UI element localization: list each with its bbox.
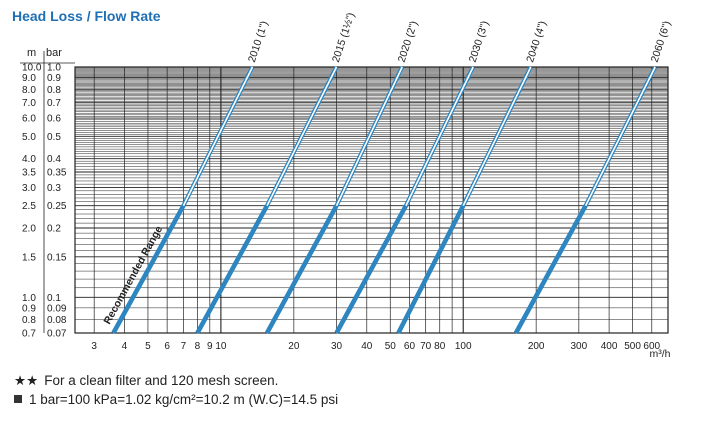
x-tick-labels: 3 4 5 6 7 8 9 10 20 30 40 50 60 70 80 100 200 300 400 500 60… — [91, 341, 660, 352]
x-tick-label: 20 — [288, 341, 300, 352]
y-tick-label-bar: 0.8 — [47, 85, 61, 96]
series-recommended-segment — [111, 204, 186, 335]
x-tick-label: 400 — [601, 341, 618, 352]
x-tick-label: 10 — [215, 341, 227, 352]
series-recommended-segment — [513, 204, 588, 335]
x-tick-label: 60 — [404, 341, 416, 352]
series-recommended-segment — [334, 204, 408, 335]
y-tick-label-bar: 0.07 — [47, 329, 67, 340]
y-tick-label-bar: 1.0 — [47, 63, 61, 74]
series-label: 2010 (1") — [246, 19, 271, 63]
y-tick-label-m: 0.7 — [22, 329, 36, 340]
y-axis-label-m: m — [27, 47, 36, 59]
y-tick-label-bar: 0.6 — [47, 114, 61, 125]
page-title: Head Loss / Flow Rate — [12, 8, 161, 24]
note-unit-conversion-text: 1 bar=100 kPa=1.02 kg/cm²=10.2 m (W.C)=1… — [29, 392, 339, 407]
y-tick-labels: 10.0 1.0 9.0 0.9 8.0 0.8 7.0 0.7 6.0 0.6 5.0 0.5 4.0… — [22, 63, 67, 340]
x-tick-label: 8 — [195, 341, 201, 352]
x-tick-label: 50 — [385, 341, 397, 352]
note-unit-conversion: 1 bar=100 kPa=1.02 kg/cm²=10.2 m (W.C)=1… — [14, 390, 338, 409]
series-label: 2015 (1½") — [330, 11, 357, 64]
head-loss-chart: m bar m³/h 10.0 1.0 9.0 0.9 8.0 0.8 7.0 0.7 6.0 0… — [20, 11, 673, 360]
x-tick-label: 200 — [528, 341, 545, 352]
y-tick-label-m: 0.8 — [22, 315, 36, 326]
x-tick-label: 70 — [420, 341, 432, 352]
y-tick-label-bar: 0.08 — [47, 315, 67, 326]
square-bullet-icon — [14, 395, 22, 403]
plot-frame — [74, 66, 669, 334]
y-tick-label-bar: 0.15 — [47, 252, 67, 263]
series-label: 2060 (6") — [649, 19, 674, 63]
y-tick-label-m: 7.0 — [22, 98, 36, 109]
y-tick-label-bar: 0.5 — [47, 132, 61, 143]
x-tick-label: 100 — [455, 341, 472, 352]
x-tick-label: 7 — [181, 341, 187, 352]
x-axis-unit-label: m³/h — [650, 348, 671, 360]
recommended-range-label: Recommended Range — [102, 224, 166, 327]
y-tick-label-m: 5.0 — [22, 132, 36, 143]
y-tick-label-bar: 0.1 — [47, 293, 61, 304]
y-tick-label-m: 6.0 — [22, 114, 36, 125]
x-tick-label: 30 — [331, 341, 343, 352]
x-tick-label: 500 — [624, 341, 641, 352]
y-tick-label-m: 1.5 — [22, 252, 36, 263]
series-label: 2020 (2") — [396, 19, 421, 63]
x-tick-label: 600 — [643, 341, 660, 352]
x-tick-label: 4 — [122, 341, 128, 352]
y-tick-label-m: 3.5 — [22, 168, 36, 179]
x-tick-label: 5 — [145, 341, 151, 352]
y-tick-label-m: 4.0 — [22, 154, 36, 165]
series-recommended-segment — [396, 204, 466, 335]
series-labels: 2010 (1") 2015 (1½") 2020 (2") 2030 (3") 204… — [246, 11, 673, 64]
x-tick-label: 6 — [164, 341, 170, 352]
x-tick-label: 40 — [361, 341, 373, 352]
x-tick-label: 3 — [91, 341, 97, 352]
y-tick-label-bar: 0.35 — [47, 168, 67, 179]
y-tick-label-bar: 0.25 — [47, 201, 67, 212]
y-tick-label-bar: 0.9 — [47, 73, 61, 84]
double-star-icon: ★★ — [14, 373, 39, 388]
series-recommended-segment — [264, 204, 339, 335]
x-tick-label: 9 — [207, 341, 213, 352]
note-clean-filter-text: For a clean filter and 120 mesh screen. — [44, 373, 279, 388]
y-tick-label-bar: 0.3 — [47, 183, 61, 194]
y-tick-label-m: 0.9 — [22, 303, 36, 314]
y-tick-label-m: 3.0 — [22, 183, 36, 194]
y-tick-label-bar: 0.2 — [47, 223, 61, 234]
x-tick-label: 300 — [570, 341, 587, 352]
series-group — [111, 66, 658, 335]
note-clean-filter: ★★ For a clean filter and 120 mesh screen… — [14, 371, 338, 390]
y-tick-label-m: 1.0 — [22, 293, 36, 304]
y-tick-label-m: 9.0 — [22, 73, 36, 84]
notes: ★★ For a clean filter and 120 mesh screen… — [14, 371, 338, 409]
series-recommended-segment — [195, 204, 270, 335]
y-axis-label-bar: bar — [46, 47, 62, 59]
series-label: 2030 (3") — [467, 19, 492, 63]
y-tick-label-m: 2.0 — [22, 223, 36, 234]
x-tick-label: 80 — [434, 341, 446, 352]
y-tick-label-bar: 0.09 — [47, 303, 67, 314]
y-tick-label-m: 8.0 — [22, 85, 36, 96]
y-tick-label-m: 2.5 — [22, 201, 36, 212]
y-tick-label-m: 10.0 — [22, 63, 42, 74]
y-tick-label-bar: 0.4 — [47, 154, 61, 165]
y-tick-label-bar: 0.7 — [47, 98, 61, 109]
series-label: 2040 (4") — [524, 20, 549, 64]
